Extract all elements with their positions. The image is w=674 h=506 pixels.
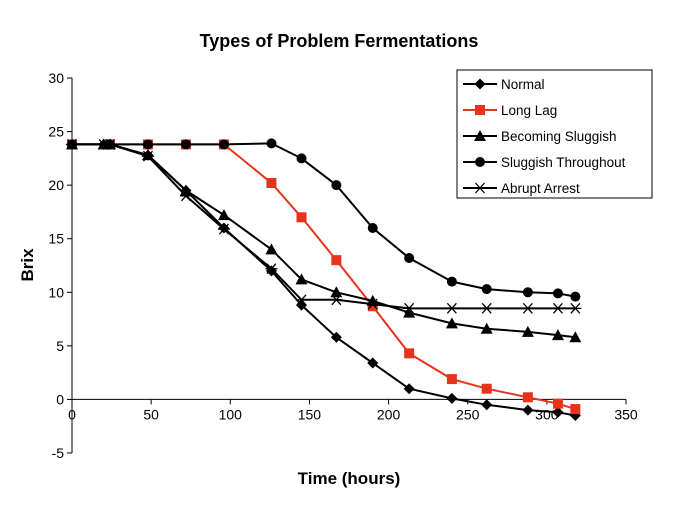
data-point-abrupt-arrest (403, 302, 416, 314)
data-point-normal (330, 331, 342, 343)
y-tick-label: 15 (48, 231, 64, 247)
legend-item-normal: Normal (463, 77, 545, 92)
data-point-long-lag (481, 383, 492, 394)
legend-item-sluggish-throughout: Sluggish Throughout (463, 155, 626, 170)
data-point-normal (403, 383, 415, 395)
data-point-becoming-sluggish (551, 329, 564, 341)
data-point-becoming-sluggish (521, 325, 534, 337)
data-point-sluggish-throughout (142, 139, 153, 150)
data-point-long-lag (266, 178, 277, 188)
data-point-sluggish-throughout (404, 253, 415, 263)
data-point-abrupt-arrest (103, 138, 116, 150)
data-point-becoming-sluggish (445, 317, 458, 329)
data-point-becoming-sluggish (265, 243, 278, 255)
legend-box (456, 69, 653, 199)
legend-label: Abrupt Arrest (501, 181, 580, 196)
data-point-sluggish-throughout (266, 138, 277, 149)
data-point-sluggish-throughout (331, 180, 342, 191)
data-point-long-lag (367, 301, 378, 312)
legend-swatch-marker (474, 78, 486, 90)
series-line-abrupt-arrest (72, 143, 576, 310)
data-point-normal (552, 406, 564, 418)
data-point-abrupt-arrest (551, 302, 564, 314)
x-tick-label: 50 (143, 406, 159, 422)
data-point-becoming-sluggish (295, 273, 308, 285)
y-tick-label: 10 (48, 284, 64, 300)
data-point-abrupt-arrest (569, 302, 582, 314)
x-tick-label: 250 (456, 406, 480, 422)
chart-series-layer (66, 138, 582, 421)
data-point-normal (522, 404, 534, 416)
y-tick-label: 5 (56, 338, 64, 354)
legend-swatch-marker (475, 105, 485, 115)
y-tick-label: 30 (48, 70, 64, 86)
x-tick-label: 350 (614, 406, 638, 422)
data-point-long-lag (331, 255, 342, 266)
legend-label: Long Lag (501, 103, 557, 118)
y-tick-label: -5 (52, 445, 65, 461)
data-point-becoming-sluggish (141, 149, 154, 161)
data-point-sluggish-throughout (446, 276, 457, 287)
data-point-abrupt-arrest (179, 190, 192, 202)
chart-title: Types of Problem Fermentations (200, 31, 479, 51)
y-tick-label: 25 (48, 124, 64, 140)
data-point-normal (446, 392, 458, 404)
data-point-abrupt-arrest (217, 223, 230, 235)
legend-label: Becoming Sluggish (501, 129, 617, 144)
data-point-abrupt-arrest (480, 302, 493, 314)
data-point-sluggish-throughout (570, 291, 581, 302)
data-point-long-lag (296, 212, 307, 223)
data-point-abrupt-arrest (330, 294, 343, 306)
data-point-becoming-sluggish (403, 306, 416, 318)
data-point-sluggish-throughout (552, 288, 563, 299)
legend-item-becoming-sluggish: Becoming Sluggish (463, 129, 617, 144)
data-point-becoming-sluggish (217, 209, 230, 221)
data-point-abrupt-arrest (265, 263, 278, 275)
x-tick-label: 200 (377, 406, 401, 422)
data-point-long-lag (446, 374, 457, 385)
data-point-sluggish-throughout (180, 139, 191, 150)
data-point-abrupt-arrest (66, 138, 78, 150)
legend-swatch-marker (474, 182, 486, 194)
legend-label: Sluggish Throughout (501, 155, 626, 170)
data-point-abrupt-arrest (521, 302, 534, 314)
legend-label: Normal (501, 77, 545, 92)
data-point-sluggish-throughout (218, 139, 229, 150)
data-point-abrupt-arrest (295, 294, 308, 306)
x-tick-label: 0 (68, 406, 76, 422)
y-tick-label: 0 (56, 391, 64, 407)
x-axis-title: Time (hours) (298, 469, 401, 488)
series-abrupt-arrest (66, 138, 582, 314)
data-point-becoming-sluggish (330, 286, 343, 298)
data-point-long-lag (570, 404, 581, 415)
data-point-becoming-sluggish (480, 322, 493, 334)
legend-swatch-marker (475, 157, 485, 167)
data-point-long-lag (522, 392, 533, 403)
legend-item-long-lag: Long Lag (463, 103, 557, 118)
legend-swatch-marker (474, 130, 486, 141)
data-point-long-lag (404, 348, 415, 359)
data-point-sluggish-throughout (481, 284, 492, 295)
chart-legend: Normal Long Lag Becoming Sluggish Sluggish … (456, 69, 653, 199)
data-point-normal (367, 357, 379, 369)
data-point-abrupt-arrest (445, 302, 458, 314)
data-point-abrupt-arrest (366, 298, 379, 310)
x-tick-label: 100 (219, 406, 243, 422)
y-axis-title: Brix (18, 248, 37, 282)
data-point-sluggish-throughout (296, 153, 307, 164)
x-tick-label: 150 (298, 406, 322, 422)
y-tick-label: 20 (48, 177, 64, 193)
legend-item-abrupt-arrest: Abrupt Arrest (463, 181, 580, 196)
data-point-normal (481, 399, 493, 411)
data-point-long-lag (552, 398, 563, 409)
data-point-sluggish-throughout (522, 287, 533, 298)
data-point-sluggish-throughout (367, 223, 378, 233)
data-point-abrupt-arrest (141, 150, 154, 162)
data-point-becoming-sluggish (569, 331, 582, 343)
